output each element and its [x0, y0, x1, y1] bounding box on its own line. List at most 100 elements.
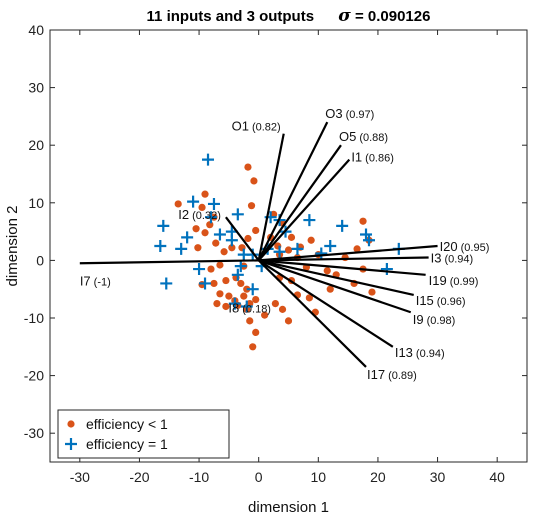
data-point-efficient — [213, 228, 226, 241]
data-point-inefficient — [207, 265, 215, 273]
data-point-inefficient — [213, 300, 221, 308]
data-point-efficient — [225, 234, 238, 247]
plot-area — [50, 30, 527, 462]
vector-value: (0.97) — [346, 109, 375, 121]
vector-o1 — [257, 133, 285, 261]
data-point-efficient — [199, 277, 212, 290]
vector-value: (0.18) — [242, 303, 271, 315]
vector-name: I7 — [80, 273, 91, 288]
vector-value: (0.32) — [192, 210, 221, 222]
data-point-efficient — [181, 231, 194, 244]
data-point-inefficient — [201, 229, 209, 237]
y-tick-label: -30 — [24, 425, 44, 441]
x-tick-label: -10 — [189, 469, 209, 485]
data-point-inefficient — [252, 328, 260, 336]
vector-name: I1 — [351, 150, 362, 165]
data-point-efficient — [202, 153, 215, 166]
vector-label-i20: I20 (0.95) — [440, 239, 490, 254]
vector-label-o5: O5 (0.88) — [339, 129, 388, 144]
vector-name: I15 — [416, 293, 434, 308]
vector-label-o1: O1 (0.82) — [232, 119, 281, 134]
legend-label-efficient: efficiency = 1 — [86, 436, 168, 452]
vector-label-i13: I13 (0.94) — [395, 345, 445, 360]
vector-name: I20 — [440, 239, 458, 254]
data-point-inefficient — [359, 217, 367, 225]
vector-i15 — [258, 259, 414, 297]
data-point-inefficient — [198, 203, 206, 212]
vector-label-o3: O3 (0.97) — [325, 106, 374, 121]
vector-i17 — [257, 259, 367, 368]
vector-i3 — [258, 256, 429, 262]
vector-o5 — [257, 144, 342, 262]
data-point-inefficient — [247, 202, 256, 210]
vector-label-i17: I17 (0.89) — [367, 367, 417, 382]
data-point-efficient — [160, 277, 173, 290]
plot-background — [50, 30, 527, 462]
data-point-inefficient — [326, 285, 334, 293]
data-point-inefficient — [249, 343, 257, 351]
vector-i7 — [79, 259, 259, 265]
vector-name: I2 — [178, 207, 189, 222]
vector-name: O1 — [232, 119, 249, 134]
vector-value: (0.88) — [359, 132, 388, 144]
data-point-inefficient — [244, 163, 252, 171]
data-point-efficient — [291, 242, 304, 255]
x-tick-label: 40 — [489, 469, 505, 485]
data-point-efficient — [187, 195, 200, 208]
x-tick-label: 0 — [255, 469, 263, 485]
data-point-efficient — [175, 242, 188, 255]
vector-value: (0.86) — [365, 153, 394, 165]
data-point-inefficient — [212, 239, 220, 247]
data-point-efficient — [315, 247, 328, 260]
data-point-efficient — [157, 219, 170, 232]
vector-label-i19: I19 (0.99) — [429, 273, 479, 288]
vector-value: (0.94) — [444, 254, 473, 266]
vector-label-i15: I15 (0.96) — [416, 293, 466, 308]
axes-layer: -30 -20 -10 0 10 20 30 40 -30 -20 -10 0 10 20 30 40 — [24, 22, 528, 485]
chart-title: 11 inputs and 3 outputs σ = 0.090126 — [147, 6, 431, 26]
data-point-efficient — [246, 283, 259, 296]
vector-label-i7: I7 (-1) — [80, 273, 111, 288]
data-point-inefficient — [353, 245, 361, 253]
vector-value: (0.82) — [252, 122, 281, 134]
data-point-inefficient — [216, 290, 224, 298]
x-tick-label: -20 — [129, 469, 149, 485]
data-point-efficient — [240, 300, 253, 313]
vector-label-i8: I8 (0.18) — [228, 300, 271, 315]
vector-i13 — [258, 259, 394, 348]
y-tick-label: 10 — [28, 195, 44, 211]
data-point-inefficient — [201, 190, 209, 198]
data-point-inefficient — [210, 279, 218, 288]
data-point-efficient — [273, 245, 286, 258]
data-point-inefficient — [244, 234, 252, 243]
data-point-inefficient — [228, 244, 236, 252]
data-point-inefficient — [216, 261, 224, 269]
data-point-inefficient — [174, 200, 182, 208]
vector-label-i1: I1 (0.86) — [351, 150, 394, 165]
data-point-inefficient — [194, 244, 202, 252]
legend-box — [57, 409, 230, 459]
x-tick-label: 30 — [430, 469, 446, 485]
vector-i9 — [258, 259, 412, 314]
data-point-inefficient — [220, 248, 228, 256]
vector-name: I9 — [413, 312, 424, 327]
data-point-inefficient — [222, 276, 230, 285]
vector-name: I13 — [395, 345, 413, 360]
data-point-inefficient — [284, 317, 293, 325]
y-tick-label: -20 — [24, 368, 44, 384]
y-tick-label: 0 — [36, 252, 44, 268]
data-point-inefficient — [240, 292, 248, 300]
x-tick-label: 10 — [311, 469, 327, 485]
vector-value: (0.99) — [450, 276, 479, 288]
data-point-inefficient — [278, 305, 287, 313]
data-point-inefficient — [237, 279, 245, 288]
vector-labels-layer: O1 (0.82) O3 (0.97) O5 (0.88) I1 (0.86) I2 (0.32)… — [80, 106, 490, 382]
vector-i1 — [257, 158, 351, 262]
data-point-inefficient — [192, 225, 200, 233]
vector-name: I3 — [431, 251, 442, 266]
x-tick-label: 20 — [370, 469, 386, 485]
data-point-inefficient — [252, 226, 260, 235]
data-point-inefficient — [222, 302, 230, 311]
data-point-efficient — [207, 197, 220, 210]
data-point-inefficient — [287, 233, 296, 241]
